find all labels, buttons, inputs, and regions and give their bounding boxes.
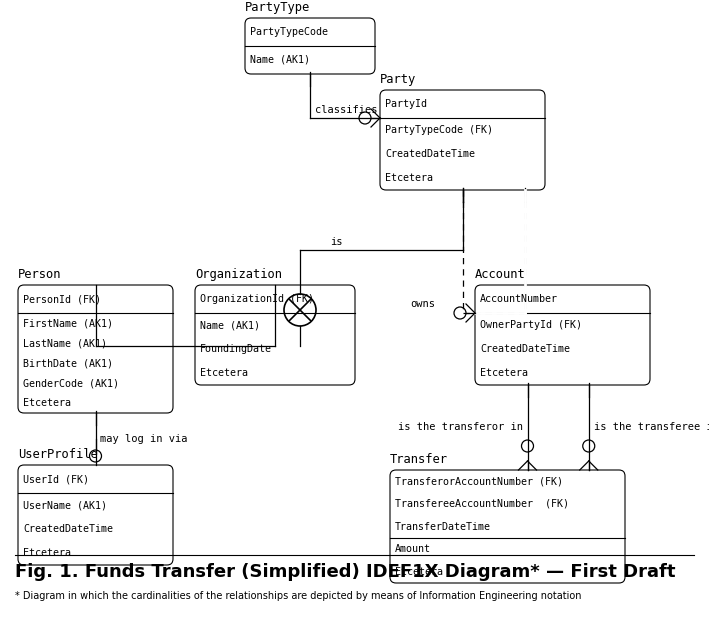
Text: Amount: Amount — [395, 544, 431, 554]
Text: may log in via: may log in via — [99, 434, 187, 444]
Text: Party: Party — [380, 73, 416, 86]
Text: OwnerPartyId (FK): OwnerPartyId (FK) — [480, 320, 582, 330]
Text: Organization: Organization — [195, 268, 282, 281]
FancyBboxPatch shape — [18, 285, 173, 413]
Text: TransferorAccountNumber (FK): TransferorAccountNumber (FK) — [395, 476, 563, 486]
Text: AccountNumber: AccountNumber — [480, 294, 558, 304]
Text: Transfer: Transfer — [390, 453, 448, 466]
FancyBboxPatch shape — [18, 493, 172, 565]
Text: TransferDateTime: TransferDateTime — [395, 521, 491, 531]
Text: OrganizationId (FK): OrganizationId (FK) — [200, 294, 314, 304]
FancyBboxPatch shape — [391, 538, 625, 583]
Text: Name (AK1): Name (AK1) — [200, 320, 260, 330]
FancyBboxPatch shape — [476, 314, 649, 384]
Text: is the transferee in: is the transferee in — [593, 423, 709, 433]
Text: Person: Person — [18, 268, 62, 281]
FancyBboxPatch shape — [18, 314, 172, 413]
Text: is the transferor in: is the transferor in — [398, 423, 523, 433]
FancyBboxPatch shape — [195, 285, 355, 385]
Text: PartyTypeCode (FK): PartyTypeCode (FK) — [385, 125, 493, 135]
Text: GenderCode (AK1): GenderCode (AK1) — [23, 378, 119, 388]
FancyBboxPatch shape — [475, 285, 650, 385]
Text: UserName (AK1): UserName (AK1) — [23, 500, 107, 510]
Text: PartyTypeCode: PartyTypeCode — [250, 27, 328, 37]
Text: Etcetera: Etcetera — [200, 368, 248, 378]
Text: FoundingDate: FoundingDate — [200, 344, 272, 354]
Text: classifies: classifies — [315, 105, 377, 115]
FancyBboxPatch shape — [245, 46, 374, 73]
Text: * Diagram in which the cardinalities of the relationships are depicted by means : * Diagram in which the cardinalities of … — [15, 591, 581, 601]
Text: Account: Account — [475, 268, 526, 281]
Text: LastName (AK1): LastName (AK1) — [23, 338, 107, 348]
Text: Etcetera: Etcetera — [480, 368, 528, 378]
Text: is: is — [330, 237, 342, 247]
Text: FirstName (AK1): FirstName (AK1) — [23, 318, 113, 328]
Text: BirthDate (AK1): BirthDate (AK1) — [23, 358, 113, 368]
Text: CreatedDateTime: CreatedDateTime — [480, 344, 570, 354]
Text: PartyId: PartyId — [385, 99, 427, 109]
Text: PersonId (FK): PersonId (FK) — [23, 294, 101, 304]
FancyBboxPatch shape — [18, 465, 173, 565]
Text: Etcetera: Etcetera — [23, 398, 71, 408]
FancyBboxPatch shape — [380, 90, 545, 190]
Text: Etcetera: Etcetera — [23, 548, 71, 558]
FancyBboxPatch shape — [245, 18, 375, 74]
FancyBboxPatch shape — [196, 314, 354, 384]
Text: UserProfile: UserProfile — [18, 448, 98, 461]
Text: CreatedDateTime: CreatedDateTime — [385, 149, 475, 159]
Text: Fig. 1. Funds Transfer (Simplified) IDEF1X Diagram* — First Draft: Fig. 1. Funds Transfer (Simplified) IDEF… — [15, 563, 676, 581]
Text: TransfereeAccountNumber  (FK): TransfereeAccountNumber (FK) — [395, 499, 569, 509]
Text: owns: owns — [410, 299, 435, 309]
Text: Etcetera: Etcetera — [385, 173, 433, 183]
Text: Name (AK1): Name (AK1) — [250, 55, 310, 65]
FancyBboxPatch shape — [390, 470, 625, 583]
Text: UserId (FK): UserId (FK) — [23, 474, 89, 484]
Text: PartyType: PartyType — [245, 1, 311, 14]
Text: CreatedDateTime: CreatedDateTime — [23, 524, 113, 534]
FancyBboxPatch shape — [381, 118, 545, 190]
Text: Etcetera: Etcetera — [395, 567, 443, 577]
